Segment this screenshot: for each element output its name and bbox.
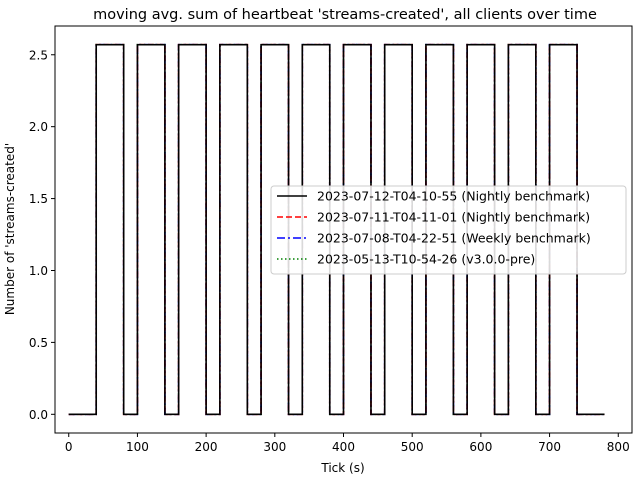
legend-entry-0: 2023-07-12-T04-10-55 (Nightly benchmark) [317, 189, 590, 204]
x-tick-label: 200 [195, 440, 218, 454]
x-tick-label: 0 [65, 440, 73, 454]
x-tick-label: 700 [538, 440, 561, 454]
legend-entry-2: 2023-07-08-T04-22-51 (Weekly benchmark) [317, 231, 591, 246]
x-tick-label: 800 [607, 440, 630, 454]
x-axis-ticks: 0 100 200 300 400 500 600 700 800 [65, 433, 630, 454]
legend: 2023-07-12-T04-10-55 (Nightly benchmark)… [271, 186, 626, 274]
legend-entry-3: 2023-05-13-T10-54-26 (v3.0.0-pre) [317, 252, 535, 267]
x-tick-label: 600 [469, 440, 492, 454]
x-tick-label: 300 [263, 440, 286, 454]
y-axis-ticks: 0.0 0.5 1.0 1.5 2.0 2.5 [29, 48, 55, 422]
x-tick-label: 100 [126, 440, 149, 454]
x-tick-label: 500 [401, 440, 424, 454]
y-tick-label: 1.0 [29, 264, 48, 278]
y-tick-label: 2.5 [29, 48, 48, 62]
legend-entry-1: 2023-07-11-T04-11-01 (Nightly benchmark) [317, 210, 590, 225]
chart-title: moving avg. sum of heartbeat 'streams-cr… [93, 7, 597, 23]
x-tick-label: 400 [332, 440, 355, 454]
y-tick-label: 0.0 [29, 408, 48, 422]
y-axis-label: Number of 'streams-created' [3, 143, 17, 315]
x-axis-label: Tick (s) [320, 461, 364, 475]
y-tick-label: 1.5 [29, 192, 48, 206]
y-tick-label: 0.5 [29, 336, 48, 350]
y-tick-label: 2.0 [29, 120, 48, 134]
